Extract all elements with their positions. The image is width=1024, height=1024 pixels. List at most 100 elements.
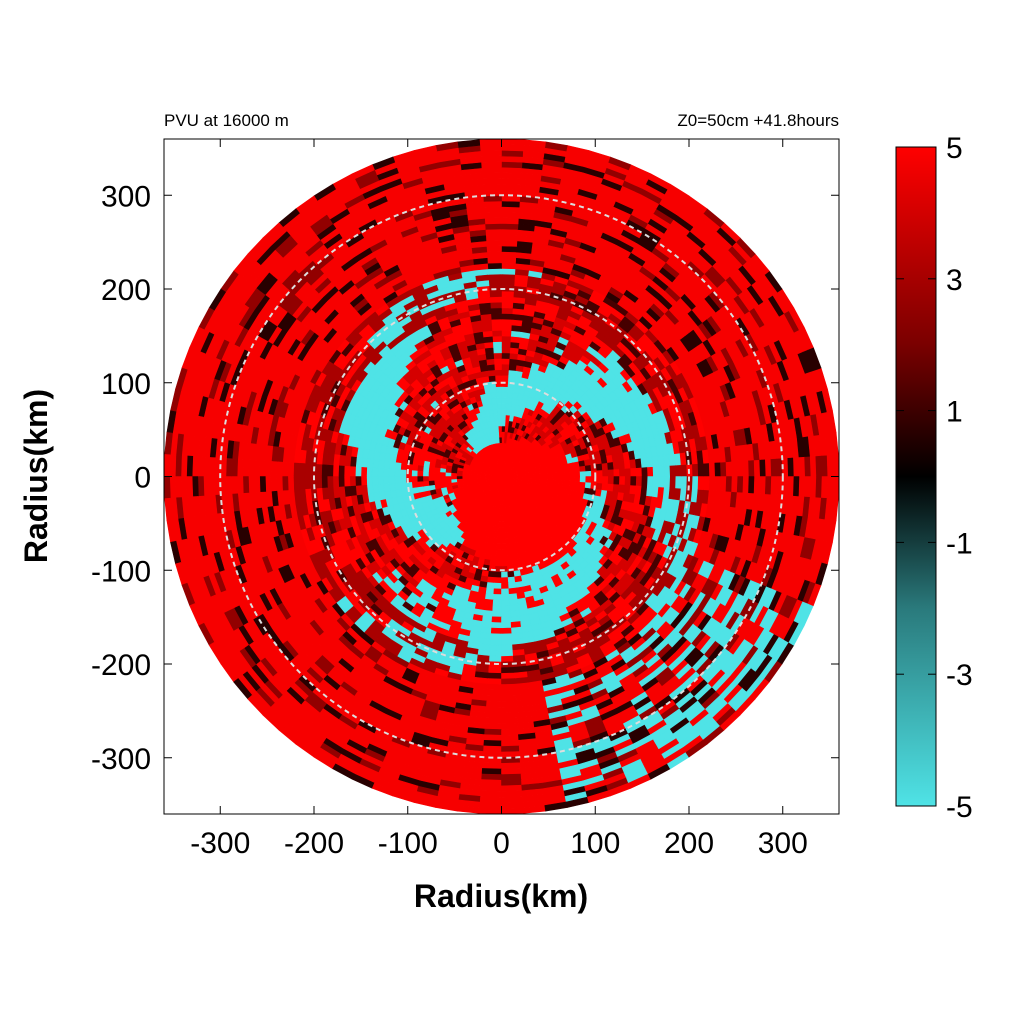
heatmap-cell xyxy=(242,476,250,494)
heatmap-cell xyxy=(787,457,795,477)
heatmap-cell xyxy=(501,397,508,404)
heatmap-cell xyxy=(770,458,778,477)
heatmap-cell xyxy=(484,723,502,730)
heatmap-cell xyxy=(501,672,516,680)
heatmap-cell xyxy=(253,476,261,494)
heatmap-cell xyxy=(613,476,620,485)
heatmap-cell xyxy=(489,290,502,298)
heatmap-cell xyxy=(416,470,424,477)
heatmap-cell xyxy=(495,549,502,556)
heatmap-cell xyxy=(492,537,498,545)
heatmap-cell xyxy=(487,273,502,281)
heatmap-cell xyxy=(495,397,502,404)
heatmap-cell xyxy=(501,554,508,562)
heatmap-cell xyxy=(501,408,507,416)
heatmap-cell xyxy=(505,397,513,405)
heatmap-cell xyxy=(501,239,518,247)
heatmap-cell xyxy=(501,734,520,742)
heatmap-cell xyxy=(487,268,502,275)
heatmap-cell xyxy=(501,363,510,371)
heatmap-cell xyxy=(736,460,744,477)
heatmap-cell xyxy=(491,610,502,618)
heatmap-cell xyxy=(360,476,368,487)
heatmap-cell xyxy=(428,471,435,477)
heatmap-cell xyxy=(501,683,516,691)
heatmap-cell xyxy=(501,678,516,685)
heatmap-cell xyxy=(270,461,278,477)
heatmap-cell xyxy=(231,476,239,495)
heatmap-cell xyxy=(501,442,505,449)
heatmap-cell xyxy=(366,476,373,486)
heatmap-cell xyxy=(501,329,512,337)
heatmap-cell xyxy=(647,476,654,487)
heatmap-cell xyxy=(505,408,511,416)
heatmap-cell xyxy=(501,352,510,359)
heatmap-cell xyxy=(332,465,340,477)
heatmap-cell xyxy=(490,318,502,326)
heatmap-cell xyxy=(490,638,502,646)
heatmap-cell xyxy=(764,458,772,477)
heatmap-cell xyxy=(248,476,255,494)
heatmap-cell xyxy=(394,482,402,491)
heatmap-cell xyxy=(326,476,334,489)
heatmap-cell xyxy=(493,531,499,539)
heatmap-cell xyxy=(658,476,665,488)
heatmap-cell xyxy=(619,468,626,477)
heatmap-cell xyxy=(485,239,502,247)
heatmap-cell xyxy=(487,570,496,578)
heatmap-cell xyxy=(501,425,506,432)
heatmap-cell xyxy=(748,459,755,477)
heatmap-cell xyxy=(501,700,517,708)
heatmap-cell xyxy=(493,358,502,365)
heatmap-cell xyxy=(501,234,518,242)
heatmap-cell xyxy=(371,467,379,477)
heatmap-cell xyxy=(507,375,516,383)
heatmap-cell xyxy=(501,256,517,264)
heatmap-cell xyxy=(501,695,517,702)
heatmap-cell xyxy=(377,476,384,485)
heatmap-cell xyxy=(489,386,497,394)
heatmap-cell xyxy=(422,476,429,483)
heatmap-cell xyxy=(491,543,498,550)
heatmap-cell xyxy=(501,616,512,624)
heatmap-cell xyxy=(483,200,502,208)
heatmap-cell xyxy=(484,717,502,725)
heatmap-cell xyxy=(697,462,705,477)
heatmap-cell xyxy=(501,745,520,753)
heatmap-cell xyxy=(501,666,515,674)
heatmap-cell xyxy=(501,728,519,736)
heatmap-cell xyxy=(467,473,474,477)
heatmap-cell xyxy=(691,463,699,477)
heatmap-cell xyxy=(759,458,767,477)
heatmap-cell xyxy=(492,341,502,348)
heatmap-cell xyxy=(422,470,429,477)
heatmap-cell xyxy=(497,526,502,534)
heatmap-cell xyxy=(253,459,261,477)
heatmap-cell xyxy=(489,650,502,657)
heatmap-cell xyxy=(400,482,408,491)
heatmap-cell xyxy=(484,223,502,230)
heatmap-cell xyxy=(483,745,502,753)
heatmap-cell xyxy=(501,414,506,421)
heatmap-cell xyxy=(579,470,587,477)
heatmap-cell xyxy=(360,466,368,477)
heatmap-cell xyxy=(491,324,502,331)
heatmap-cell xyxy=(501,245,517,253)
heatmap-cell xyxy=(501,627,513,635)
heatmap-cell xyxy=(490,307,502,315)
heatmap-cell xyxy=(652,465,660,477)
heatmap-cell xyxy=(486,700,502,708)
heatmap-cell xyxy=(624,467,632,477)
heatmap-cell xyxy=(546,476,553,481)
heatmap-cell xyxy=(486,695,502,702)
heatmap-cell xyxy=(501,577,509,584)
heatmap-cell xyxy=(574,476,581,483)
heatmap-cell xyxy=(680,464,688,477)
heatmap-cell xyxy=(490,313,502,320)
heatmap-cell xyxy=(624,476,632,486)
heatmap-cell xyxy=(354,466,362,477)
heatmap-cell xyxy=(529,476,536,480)
heatmap-cell xyxy=(236,476,244,495)
heatmap-cell xyxy=(595,482,603,491)
heatmap-cell xyxy=(487,369,496,377)
